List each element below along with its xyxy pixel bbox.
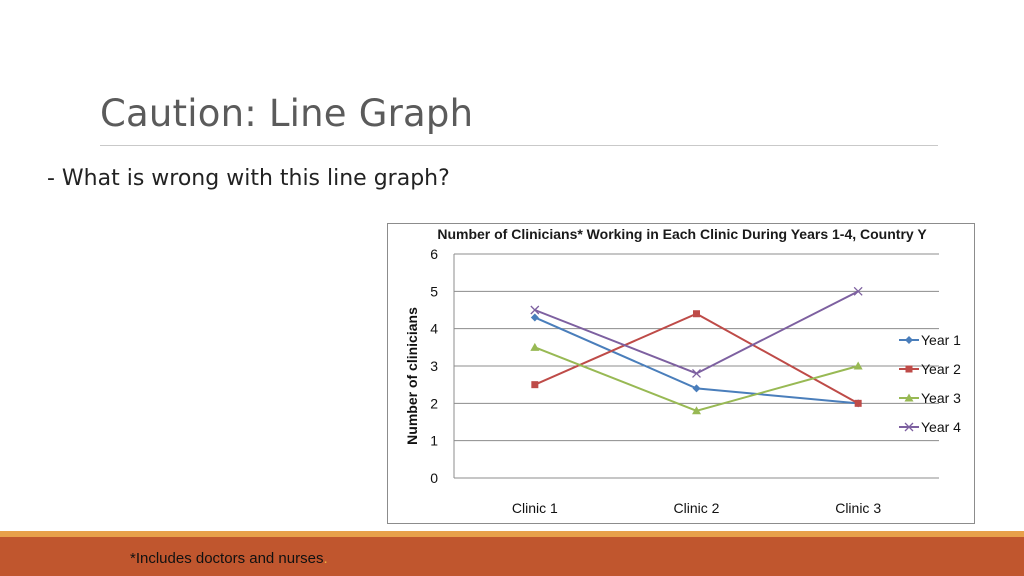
data-point	[692, 369, 701, 378]
data-point	[853, 361, 863, 370]
x-tick-label: Clinic 1	[512, 500, 558, 516]
data-point	[692, 406, 701, 415]
legend-label: Year 2	[921, 361, 961, 377]
legend-marker	[905, 336, 913, 344]
footer-band	[0, 537, 1024, 576]
chart-frame	[387, 223, 975, 524]
data-point	[530, 342, 540, 351]
data-point	[530, 305, 540, 315]
series-line-year-4	[534, 290, 859, 375]
footnote: *Includes doctors and nurses.	[130, 550, 328, 567]
data-point	[693, 310, 700, 318]
title-divider	[100, 145, 938, 146]
y-tick-label: 3	[430, 358, 438, 374]
legend-marker	[905, 365, 913, 373]
slide-title: Caution: Line Graph	[100, 92, 474, 135]
data-point	[692, 384, 701, 393]
legend-label: Year 1	[921, 332, 961, 348]
line-chart: 0 1 2 3 4 5 6 Clinic 1 Clinic 2 Clinic 3 Number of…	[404, 246, 961, 516]
legend-marker	[904, 393, 914, 402]
legend-label: Year 4	[921, 419, 961, 435]
data-point	[530, 313, 539, 322]
y-tick-label: 2	[430, 395, 438, 411]
footer-band-accent	[0, 531, 1024, 537]
data-point	[853, 286, 863, 296]
legend-label: Year 3	[921, 390, 961, 406]
x-tick-label: Clinic 2	[674, 500, 720, 516]
y-tick-label: 0	[430, 470, 438, 486]
x-tick-label: Clinic 3	[835, 500, 881, 516]
y-axis-label: Number of clinicians	[404, 307, 420, 445]
y-tick-label: 4	[430, 321, 438, 337]
data-point	[854, 399, 862, 407]
legend-marker	[904, 422, 914, 432]
y-tick-label: 5	[430, 283, 438, 299]
data-point	[531, 381, 539, 389]
bullet-text: - What is wrong with this line graph?	[47, 166, 450, 191]
footnote-period: .	[323, 550, 328, 567]
y-tick-label: 1	[430, 433, 438, 449]
footnote-text: *Includes doctors and nurses	[130, 550, 324, 567]
y-tick-label: 6	[430, 246, 438, 262]
series-line-year-3	[534, 346, 859, 412]
chart-title: Number of Clinicians* Working in Each Cl…	[437, 226, 927, 242]
